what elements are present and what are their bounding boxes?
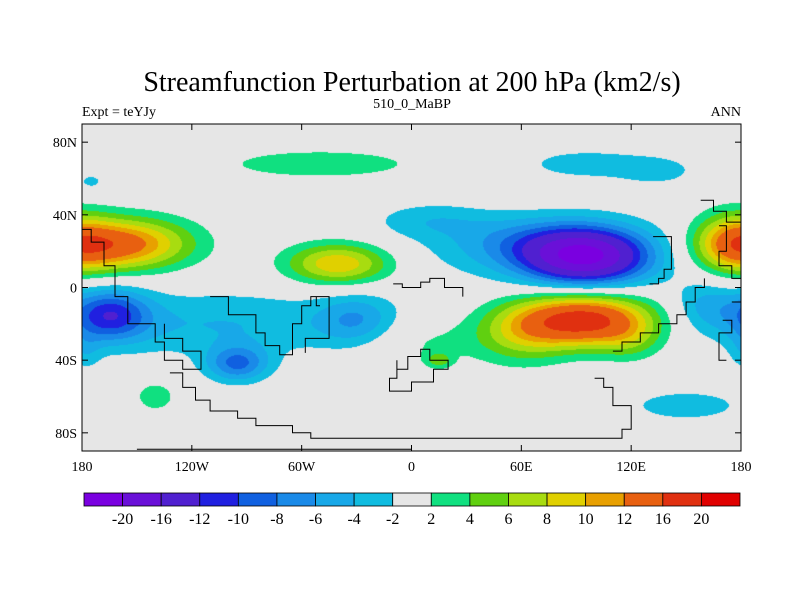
colorbar-label: 12 — [616, 511, 632, 528]
colorbar-swatch — [430, 492, 471, 507]
colorbar-label: 2 — [427, 511, 435, 528]
coastline-8 — [612, 278, 705, 352]
colorbar-label: -8 — [270, 511, 283, 528]
colorbar-swatch — [83, 492, 123, 507]
x-tick-label: 60E — [510, 460, 533, 475]
y-tick-label: 80S — [55, 427, 77, 442]
season-label: ANN — [711, 105, 741, 120]
colorbar-label: 16 — [655, 511, 671, 528]
colorbar-label: -16 — [151, 511, 172, 528]
colorbar-label: -2 — [386, 511, 399, 528]
colorbar-swatch — [662, 492, 702, 507]
colorbar-label: -10 — [228, 511, 249, 528]
colorbar-swatch — [701, 492, 741, 507]
experiment-label: Expt = teYJy — [82, 105, 156, 120]
colorbar-label: -12 — [189, 511, 210, 528]
y-tick-label: 80N — [53, 136, 77, 151]
coastline-1 — [210, 296, 330, 356]
map-area — [81, 123, 742, 452]
chart-title: Streamfunction Perturbation at 200 hPa (… — [143, 67, 680, 98]
colorbar-label: 8 — [543, 511, 551, 528]
coastline-7 — [649, 236, 672, 285]
x-axis: 180 120W 60W 0 60E 120E 180 — [72, 124, 752, 475]
y-tick-label: 40S — [55, 354, 77, 369]
x-tick-label: 180 — [731, 460, 752, 475]
coastline-5 — [393, 277, 464, 297]
coastline-10 — [718, 225, 741, 279]
colorbar-label: -20 — [112, 511, 133, 528]
colorbar-swatch — [199, 492, 239, 507]
colorbar: -20 -16 -12 -10 -8 -6 -4 -2 2 4 6 8 10 12 16 20 — [83, 492, 741, 528]
x-tick-label: 180 — [72, 460, 93, 475]
time-label: 510_0_MaBP — [373, 97, 451, 112]
coastline-3 — [169, 372, 632, 439]
colorbar-swatch — [160, 492, 201, 507]
coastline-2 — [315, 296, 320, 307]
colorbar-label: 10 — [578, 511, 594, 528]
coastline-6 — [389, 348, 449, 392]
coastline-layer — [82, 199, 741, 450]
colorbar-swatch — [508, 492, 548, 507]
colorbar-swatch — [237, 492, 278, 507]
y-axis: 80N 40N 0 40S 80S — [53, 136, 741, 442]
colorbar-swatch — [122, 492, 162, 507]
colorbar-label: 6 — [504, 511, 512, 528]
coastline-0 — [82, 228, 202, 370]
colorbar-swatch — [585, 492, 625, 507]
x-tick-label: 120E — [616, 460, 646, 475]
colorbar-swatch — [546, 492, 587, 507]
colorbar-swatch — [392, 492, 432, 507]
colorbar-swatch — [276, 492, 316, 507]
colorbar-label: 4 — [466, 511, 474, 528]
coastline-12 — [718, 319, 733, 361]
colorbar-swatch — [623, 492, 664, 507]
y-tick-label: 0 — [70, 282, 77, 297]
coastline-9 — [700, 199, 741, 223]
x-tick-label: 0 — [408, 460, 415, 475]
colorbar-swatch — [315, 492, 355, 507]
x-tick-label: 60W — [288, 460, 316, 475]
x-tick-label: 120W — [175, 460, 210, 475]
colorbar-label: -6 — [309, 511, 322, 528]
colorbar-swatch — [469, 492, 509, 507]
colorbar-label: 20 — [693, 511, 709, 528]
y-tick-label: 40N — [53, 209, 77, 224]
colorbar-label: -4 — [347, 511, 360, 528]
colorbar-swatch — [353, 492, 394, 507]
